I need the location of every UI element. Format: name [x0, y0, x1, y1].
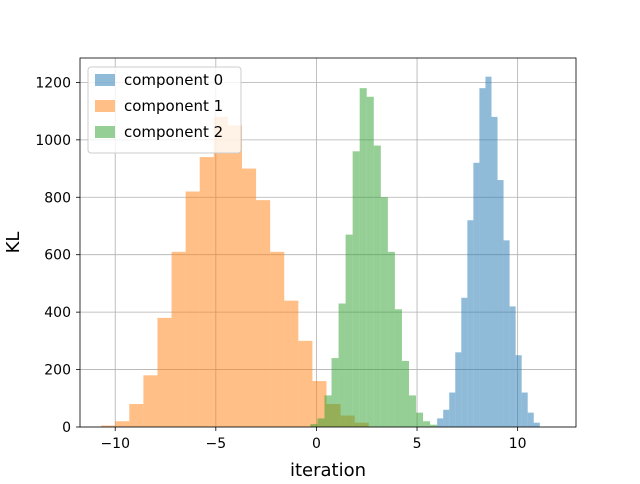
histogram-bar	[256, 200, 271, 427]
axis-ticks: −10 −5 0 5 10 0 200 400 600 800 1000 1200	[35, 75, 526, 452]
histogram-bar	[171, 251, 186, 427]
histogram-bar	[352, 151, 360, 427]
legend-label: component 1	[124, 97, 223, 115]
histogram-bar	[345, 234, 353, 427]
histogram-bar	[331, 358, 339, 427]
x-tick-label: 10	[509, 436, 527, 452]
legend-swatch	[95, 100, 115, 112]
histogram-bar	[366, 96, 374, 427]
histogram-bar	[449, 392, 456, 427]
y-tick-label: 0	[62, 420, 71, 436]
y-tick-label: 200	[44, 363, 71, 379]
series-0-bars	[437, 76, 540, 428]
plot-area-frame	[79, 57, 577, 428]
histogram-bar	[497, 180, 504, 427]
histogram-bar	[515, 355, 522, 427]
legend-label: component 0	[124, 71, 223, 89]
x-tick-label: −5	[206, 436, 227, 452]
histogram-bar	[185, 191, 200, 427]
histogram-bar	[359, 88, 367, 428]
histogram-bar	[423, 421, 431, 427]
histogram-bar	[416, 412, 424, 427]
histogram-bar	[509, 306, 516, 427]
legend-box	[87, 66, 242, 154]
histogram-bar	[521, 392, 528, 427]
histogram-bar	[324, 395, 332, 427]
histogram-bar	[408, 395, 417, 427]
histogram-bar	[129, 404, 144, 427]
y-tick-label: 1000	[35, 133, 71, 149]
legend-label: component 2	[124, 123, 223, 141]
histogram-bar	[437, 418, 444, 427]
histogram-bar	[270, 251, 285, 427]
histogram-bar	[213, 116, 228, 427]
histogram-bar	[312, 381, 327, 427]
histogram-bar	[479, 88, 486, 428]
y-tick-label: 800	[44, 190, 71, 206]
histogram-bar	[461, 297, 468, 427]
y-axis-label: KL	[3, 232, 24, 254]
histogram-bar	[317, 418, 325, 427]
histogram-bar	[298, 340, 313, 427]
histogram-bar	[430, 424, 438, 427]
histogram-bar	[101, 425, 116, 427]
histogram-bar	[443, 409, 450, 427]
histogram-bar	[373, 145, 381, 427]
y-tick-label: 400	[44, 305, 71, 321]
legend-swatch	[95, 74, 115, 86]
histogram-bar	[455, 352, 462, 427]
series-1-bars	[101, 116, 369, 428]
histogram-bar	[157, 317, 172, 427]
x-tick-label: −10	[100, 436, 130, 452]
histogram-bars	[101, 76, 540, 428]
histogram-bar	[227, 125, 242, 428]
histogram-bar	[473, 162, 480, 427]
histogram-bar	[143, 375, 158, 427]
series-2-bars	[310, 88, 438, 428]
histogram-bar	[115, 421, 130, 427]
histogram-bar	[533, 422, 540, 427]
histogram-bar	[503, 240, 510, 427]
legend-swatch	[95, 126, 115, 138]
histogram-bar	[284, 300, 299, 427]
histogram-bar	[491, 116, 498, 427]
histogram-bar	[199, 157, 214, 427]
histogram-bar	[310, 424, 318, 427]
histogram-bar	[401, 360, 409, 427]
histogram-bar	[387, 251, 395, 427]
y-tick-label: 600	[44, 248, 71, 264]
legend: component 0 component 1 component 2	[87, 66, 242, 154]
y-tick-label: 1200	[35, 75, 71, 91]
histogram-bar	[527, 412, 534, 427]
histogram-bar	[394, 309, 402, 427]
histogram-bar	[338, 303, 346, 427]
x-axis-label: iteration	[290, 460, 366, 480]
histogram-bar	[467, 220, 474, 427]
histogram-bar	[380, 197, 388, 427]
x-tick-label: 0	[312, 436, 321, 452]
x-tick-label: 5	[413, 436, 422, 452]
histogram-bar	[485, 76, 492, 427]
histogram-bar	[241, 168, 257, 427]
